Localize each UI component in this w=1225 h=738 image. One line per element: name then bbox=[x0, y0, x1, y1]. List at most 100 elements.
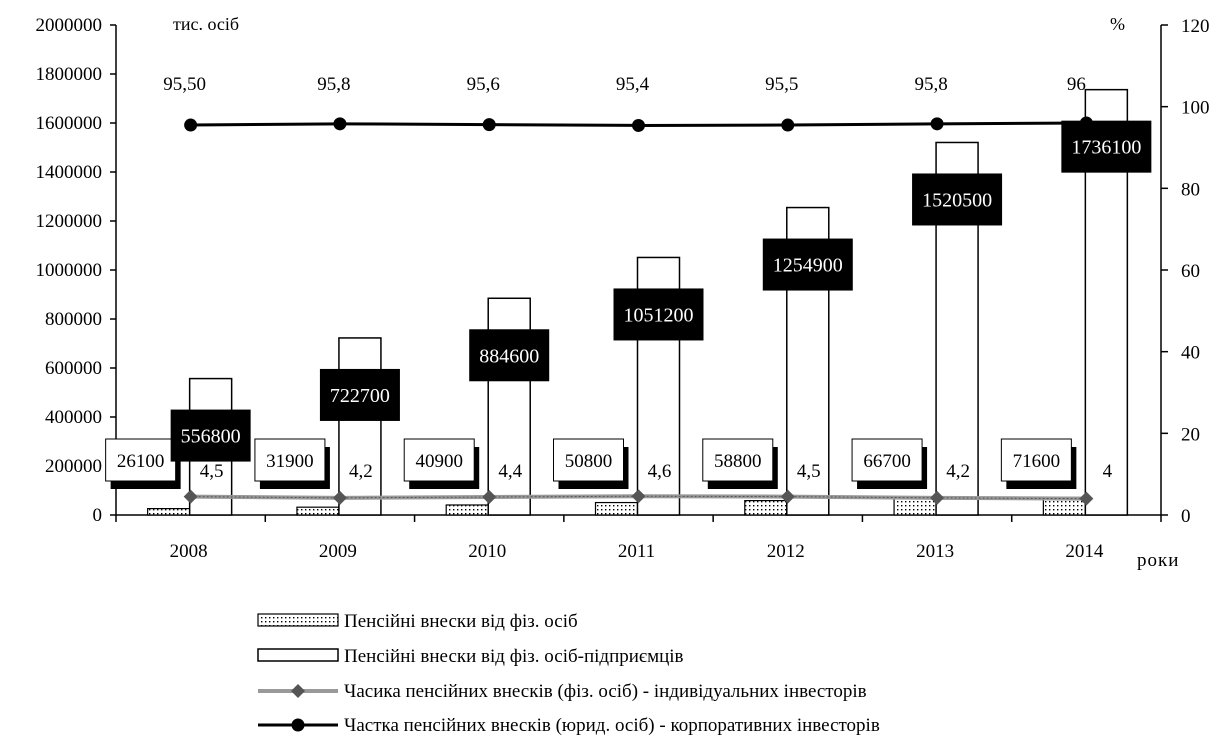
marker-individual-share bbox=[780, 489, 795, 504]
y-left-tick-label: 1400000 bbox=[36, 162, 103, 183]
legend-label: Частка пенсійних внесків (юрид. осіб) - … bbox=[344, 715, 880, 736]
y-left-tick-label: 600000 bbox=[45, 358, 102, 379]
label-entrepreneur-contrib: 722700 bbox=[330, 385, 390, 407]
y-left-tick-label: 1800000 bbox=[36, 64, 103, 85]
y-left-tick-label: 1600000 bbox=[36, 113, 103, 134]
label-entrepreneur-contrib: 556800 bbox=[181, 426, 241, 448]
y-left-tick-label: 0 bbox=[93, 505, 103, 526]
label-box-dark bbox=[762, 238, 853, 291]
marker-corporate-share bbox=[184, 118, 198, 132]
y-left-tick-label: 2000000 bbox=[36, 15, 103, 36]
x-tick-label: 2013 bbox=[916, 541, 954, 562]
axes: 0 200000 400000 600000 800000 1000000 1200000 1… bbox=[36, 14, 1210, 571]
label-individual-share: 4,4 bbox=[498, 461, 522, 482]
bar-individual bbox=[893, 498, 937, 516]
y-left-tick-label: 800000 bbox=[45, 309, 102, 330]
label-corporate-share: 95,4 bbox=[616, 74, 650, 95]
label-entrepreneur-contrib: 884600 bbox=[479, 345, 539, 367]
label-corporate-share: 95,8 bbox=[914, 74, 947, 95]
label-individual-share: 4,5 bbox=[200, 461, 224, 482]
legend-swatch-entrepreneur bbox=[257, 648, 339, 662]
label-corporate-share: 95,5 bbox=[765, 74, 798, 95]
marker-corporate-share bbox=[333, 117, 347, 131]
marker-corporate-share bbox=[930, 117, 944, 131]
x-tick-label: 2011 bbox=[618, 541, 655, 562]
label-individual-contrib: 31900 bbox=[266, 451, 314, 472]
label-box-dark bbox=[319, 368, 400, 421]
label-entrepreneur-contrib: 1520500 bbox=[922, 189, 992, 211]
y-right-tick-label: 0 bbox=[1181, 506, 1191, 527]
label-box bbox=[1000, 438, 1072, 482]
marker-individual-share bbox=[332, 490, 347, 505]
label-individual-share: 4,6 bbox=[648, 461, 672, 482]
data-labels: 95,50 95,8 95,6 95,4 95,5 95,8 96 4,5 4,2 4,4 4,6 4… bbox=[105, 74, 1152, 489]
y-right-tick-label: 120 bbox=[1181, 16, 1210, 37]
bar-individual bbox=[594, 501, 639, 516]
x-tick-label: 2010 bbox=[468, 541, 506, 562]
label-individual-contrib: 50800 bbox=[565, 451, 613, 472]
legend-label: Часика пенсійних внесків (фіз. осіб) - і… bbox=[344, 681, 867, 702]
label-box bbox=[403, 438, 475, 482]
label-individual-share: 4 bbox=[1103, 461, 1113, 482]
label-individual-contrib: 71600 bbox=[1013, 451, 1061, 472]
bar-individual bbox=[147, 508, 191, 516]
legend-label: Пенсійні внески від фіз. осіб-підприємці… bbox=[344, 646, 684, 667]
label-box bbox=[254, 438, 326, 482]
label-individual-share: 4,2 bbox=[946, 461, 970, 482]
label-individual-contrib: 26100 bbox=[117, 451, 165, 472]
label-individual-share: 4,2 bbox=[349, 461, 373, 482]
label-box-dark bbox=[469, 329, 550, 382]
bar-entrepreneur bbox=[338, 337, 382, 516]
label-box-dark bbox=[1061, 120, 1152, 173]
label-individual-share: 4,5 bbox=[797, 461, 821, 482]
x-tick-label: 2012 bbox=[767, 541, 805, 562]
legend: Пенсійні внески від фіз. осіб Пенсійні вн… bbox=[257, 611, 880, 736]
label-box bbox=[702, 438, 774, 482]
bar-individual bbox=[445, 504, 489, 516]
y-axis-right-label: % bbox=[1110, 14, 1125, 34]
marker-corporate-share bbox=[482, 118, 496, 132]
label-box bbox=[553, 438, 624, 482]
marker-corporate-share bbox=[781, 118, 795, 132]
marker-individual-share bbox=[1079, 491, 1094, 506]
bar-individual bbox=[296, 506, 340, 516]
lines bbox=[183, 116, 1094, 506]
bar-individual bbox=[744, 499, 788, 516]
label-box-dark bbox=[170, 409, 251, 462]
marker-individual-share bbox=[482, 490, 497, 505]
y-left-tick-label: 200000 bbox=[45, 456, 102, 477]
legend-marker-diamond bbox=[291, 684, 305, 698]
y-left-tick-label: 1000000 bbox=[36, 260, 103, 281]
x-axis-label: роки bbox=[1137, 550, 1179, 571]
y-right-tick-label: 100 bbox=[1181, 98, 1210, 119]
label-corporate-share: 95,8 bbox=[317, 74, 350, 95]
label-individual-contrib: 40900 bbox=[415, 451, 463, 472]
marker-individual-share bbox=[631, 489, 646, 504]
x-tick-label: 2009 bbox=[319, 541, 357, 562]
y-right-tick-label: 60 bbox=[1181, 261, 1200, 282]
label-corporate-share: 95,50 bbox=[163, 74, 206, 95]
label-box-dark bbox=[613, 288, 704, 341]
label-box-dark bbox=[912, 173, 1003, 226]
label-entrepreneur-contrib: 1736100 bbox=[1071, 137, 1141, 159]
x-tick-label: 2014 bbox=[1065, 541, 1104, 562]
legend-swatch-individual bbox=[257, 613, 339, 627]
y-right-tick-label: 40 bbox=[1181, 343, 1200, 364]
label-entrepreneur-contrib: 1254900 bbox=[773, 255, 843, 277]
marker-corporate-share bbox=[632, 118, 645, 132]
label-entrepreneur-contrib: 1051200 bbox=[624, 304, 694, 326]
marker-individual-share bbox=[183, 489, 198, 504]
label-individual-contrib: 66700 bbox=[863, 451, 911, 472]
legend-label: Пенсійні внески від фіз. осіб bbox=[344, 611, 578, 632]
label-corporate-share: 96 bbox=[1067, 74, 1086, 95]
label-individual-contrib: 58800 bbox=[714, 451, 762, 472]
label-box bbox=[851, 438, 923, 482]
y-axis-left-label: тис. осіб bbox=[173, 14, 239, 34]
label-corporate-share: 95,6 bbox=[467, 74, 500, 95]
y-left-tick-label: 1200000 bbox=[36, 211, 103, 232]
marker-individual-share bbox=[930, 490, 945, 505]
y-right-tick-label: 80 bbox=[1181, 179, 1200, 200]
x-tick-label: 2008 bbox=[170, 541, 208, 562]
y-left-tick-label: 400000 bbox=[45, 407, 102, 428]
